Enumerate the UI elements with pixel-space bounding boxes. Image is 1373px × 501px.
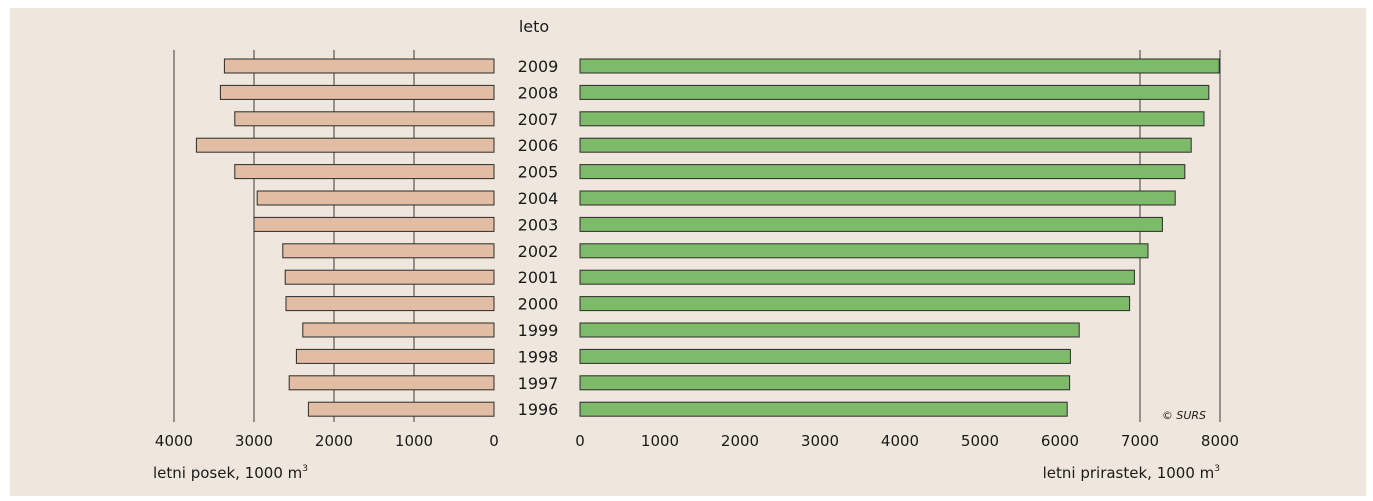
year-label-1996: 1996 [518, 400, 559, 419]
tick-labels: 4000 3000 2000 1000 0 0 1000 2000 3000 4000 5000 60… [155, 432, 1239, 450]
year-labels: 2009 2008 2007 2006 2005 2004 2003 2002 2001 2000… [518, 57, 559, 419]
year-label-2001: 2001 [518, 268, 559, 287]
bar-right-1999 [579, 322, 1080, 338]
left-tick-label: 0 [489, 432, 499, 450]
bar-left-2004 [256, 190, 495, 206]
right-tick-label: 1000 [641, 432, 679, 450]
bar-right-2004 [579, 190, 1176, 206]
bar-right-2000 [579, 296, 1131, 312]
bar-left-1998 [295, 348, 495, 364]
bar-right-2006 [579, 137, 1192, 153]
year-label-2006: 2006 [518, 136, 559, 155]
right-tick-label: 3000 [801, 432, 839, 450]
bar-left-2007 [234, 111, 495, 127]
bar-left-2003 [253, 216, 495, 232]
bar-left-1999 [302, 322, 495, 338]
year-label-2005: 2005 [518, 163, 559, 182]
bar-left-2005 [234, 164, 495, 180]
right-tick-label: 8000 [1201, 432, 1239, 450]
bar-right-2002 [579, 243, 1149, 259]
left-axis-label: letni posek, 1000 m3 [153, 464, 308, 482]
left-tick-label: 4000 [155, 432, 193, 450]
bar-left-2001 [284, 269, 495, 285]
bar-left-2009 [223, 58, 495, 74]
bar-left-1997 [288, 375, 495, 391]
bar-right-1997 [579, 375, 1071, 391]
bar-left-2008 [219, 84, 495, 100]
left-tick-label: 3000 [235, 432, 273, 450]
bar-left-2006 [195, 137, 495, 153]
right-tick-label: 2000 [721, 432, 759, 450]
left-tick-label: 1000 [395, 432, 433, 450]
left-tick-label: 2000 [315, 432, 353, 450]
source-credit: © SURS [1162, 409, 1206, 422]
year-label-2004: 2004 [518, 189, 559, 208]
year-label-2007: 2007 [518, 110, 559, 129]
grid-layer [173, 50, 1221, 422]
bar-right-1998 [579, 348, 1071, 364]
bar-left-2000 [285, 296, 495, 312]
bar-right-1996 [579, 401, 1068, 417]
year-label-2009: 2009 [518, 57, 559, 76]
year-label-1998: 1998 [518, 347, 559, 366]
right-tick-label: 6000 [1041, 432, 1079, 450]
right-tick-label: 0 [575, 432, 585, 450]
year-label-2008: 2008 [518, 83, 559, 102]
year-label-1997: 1997 [518, 374, 559, 393]
right-axis-label: letni prirastek, 1000 m3 [1043, 464, 1220, 482]
year-label-2003: 2003 [518, 215, 559, 234]
bar-left-1996 [307, 401, 495, 417]
bar-right-2001 [579, 269, 1135, 285]
year-label-1999: 1999 [518, 321, 559, 340]
bar-right-2007 [579, 111, 1205, 127]
bar-right-2005 [579, 164, 1186, 180]
bar-right-2008 [579, 84, 1210, 100]
right-tick-label: 4000 [881, 432, 919, 450]
year-label-2002: 2002 [518, 242, 559, 261]
right-tick-label: 7000 [1121, 432, 1159, 450]
left-bars [195, 58, 495, 417]
right-tick-label: 5000 [961, 432, 999, 450]
bar-left-2002 [282, 243, 495, 259]
year-label-2000: 2000 [518, 295, 559, 314]
category-axis-title: leto [519, 17, 549, 36]
bar-right-2003 [579, 216, 1163, 232]
right-bars [579, 58, 1220, 417]
bar-right-2009 [579, 58, 1220, 74]
